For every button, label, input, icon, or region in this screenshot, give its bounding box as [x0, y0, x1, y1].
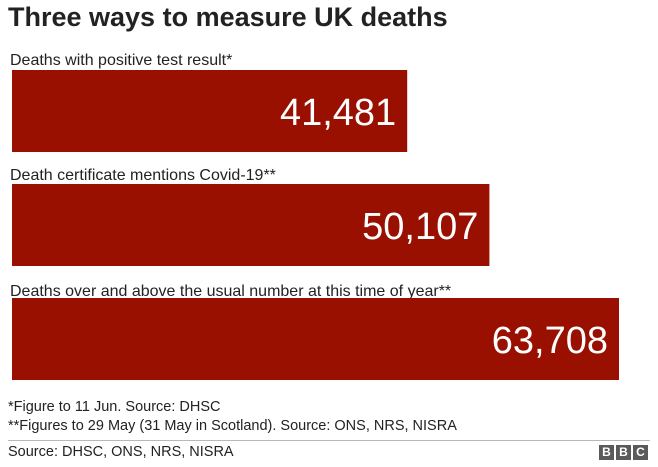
source-text: Source: DHSC, ONS, NRS, NISRA	[8, 444, 234, 460]
bar-3	[12, 298, 619, 380]
logo-letter-b2: B	[616, 445, 631, 460]
footnote-1: *Figure to 11 Jun. Source: DHSC	[8, 399, 221, 415]
bar-2	[12, 184, 490, 266]
bar-value-label-3: 63,708	[492, 320, 608, 362]
footnote-2: **Figures to 29 May (31 May in Scotland)…	[8, 418, 457, 434]
bar-value-label-2: 50,107	[362, 206, 478, 248]
bar-value-label-1: 41,481	[280, 92, 396, 134]
bbc-logo: B B C	[599, 445, 648, 460]
category-label-1: Deaths with positive test result*	[10, 52, 232, 69]
category-label-3: Deaths over and above the usual number a…	[10, 283, 451, 300]
category-label-2: Death certificate mentions Covid-19**	[10, 167, 276, 184]
logo-letter-c: C	[633, 445, 648, 460]
bar-chart: Deaths with positive test result* 41,481 D…	[10, 52, 619, 380]
logo-letter-b1: B	[599, 445, 614, 460]
footer-divider	[8, 440, 650, 441]
bar-1	[12, 70, 408, 152]
chart-title: Three ways to measure UK deaths	[8, 2, 448, 32]
